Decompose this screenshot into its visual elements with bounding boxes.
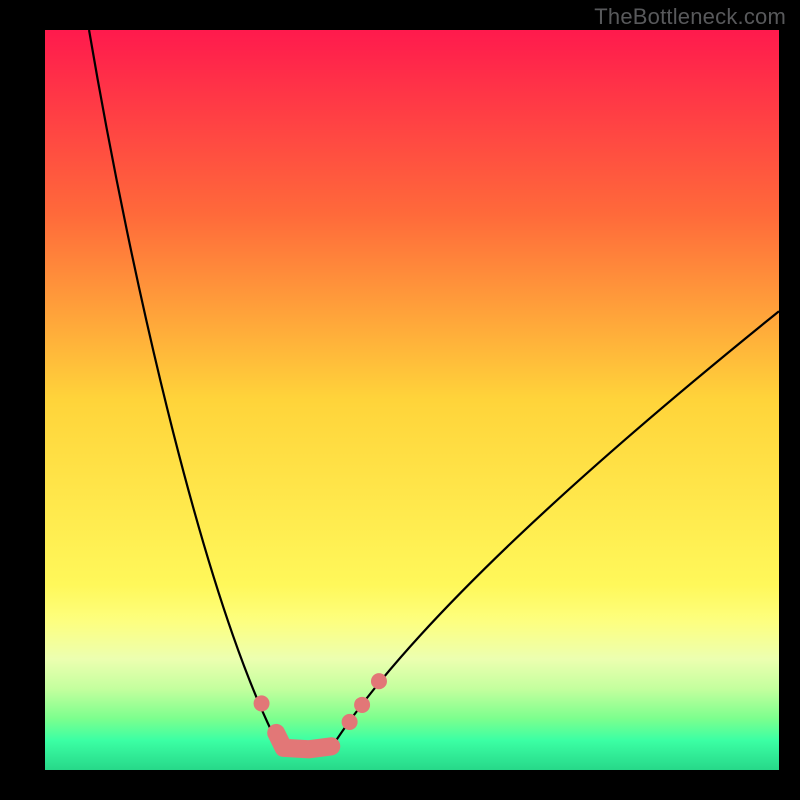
marker-dot (371, 673, 387, 689)
marker-dots-group (254, 673, 387, 730)
marker-dot (254, 695, 270, 711)
curve-layer (45, 30, 779, 770)
marker-dot (354, 697, 370, 713)
chart-plot-area (45, 30, 779, 770)
bottleneck-curve (89, 30, 779, 748)
valley-marker-path (276, 733, 331, 749)
watermark-text: TheBottleneck.com (594, 4, 786, 30)
marker-dot (342, 714, 358, 730)
